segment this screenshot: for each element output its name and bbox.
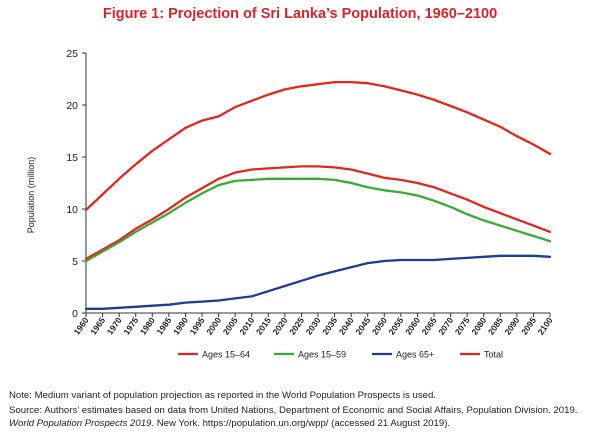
x-tick-label: 2040 (337, 315, 356, 336)
legend-label-4: Total (484, 350, 503, 360)
x-axis-ticks: 1960196519701975198019851990199520002005… (72, 313, 555, 337)
x-tick-label: 2025 (287, 315, 306, 336)
y-tick-label: 20 (66, 100, 78, 112)
x-tick-label: 2100 (536, 315, 555, 336)
note-text: Note: Medium variant of population proje… (9, 390, 436, 401)
y-axis-label: Population (million) (26, 157, 36, 234)
source-suffix: . New York. https://population.un.org/wp… (151, 418, 451, 429)
x-tick-label: 2050 (370, 315, 389, 336)
figure-title: Figure 1: Projection of Sri Lanka’s Popu… (102, 6, 498, 22)
x-tick-label: 1965 (88, 315, 107, 336)
x-tick-label: 2005 (221, 315, 240, 336)
series-lines (84, 80, 552, 310)
x-tick-label: 2065 (420, 315, 439, 336)
x-tick-label: 2060 (403, 315, 422, 336)
x-tick-label: 1985 (154, 315, 173, 336)
x-tick-label: 1970 (105, 315, 124, 336)
x-tick-label: 2010 (237, 315, 256, 336)
y-tick-label: 0 (72, 308, 78, 320)
source-prefix: Source: Authors’ estimates based on data… (9, 405, 578, 416)
source-italic: World Population Prospects 2019 (9, 418, 152, 429)
x-tick-label: 2085 (486, 315, 505, 336)
y-tick-label: 5 (72, 256, 78, 268)
x-tick-label: 2020 (270, 315, 289, 336)
x-tick-label: 2030 (304, 315, 323, 336)
x-tick-label: 2095 (519, 315, 538, 336)
chart-notes: Note: Medium variant of population proje… (9, 389, 599, 432)
legend-label-2: Ages 15–59 (298, 350, 346, 360)
x-tick-label: 2070 (436, 315, 455, 336)
x-tick-label: 2090 (502, 315, 521, 336)
series-line-2 (84, 177, 552, 263)
series-line-3 (84, 254, 552, 310)
chart-axes (85, 53, 550, 314)
y-axis-ticks: 0 5 10 15 20 25 (66, 48, 86, 320)
legend: Ages 15–64 Ages 15–59 Ages 65+ Total (178, 350, 503, 360)
legend-label-3: Ages 65+ (396, 350, 434, 360)
x-tick-label: 1980 (138, 315, 157, 336)
x-tick-label: 2015 (254, 315, 273, 336)
x-tick-label: 2045 (353, 315, 372, 336)
x-tick-label: 1990 (171, 315, 190, 336)
y-tick-label: 15 (66, 152, 78, 164)
source-text: Source: Authors’ estimates based on data… (9, 404, 599, 430)
x-tick-label: 2080 (469, 315, 488, 336)
series-line-1 (84, 165, 552, 261)
x-tick-label: 2000 (204, 315, 223, 336)
legend-label-1: Ages 15–64 (202, 350, 250, 360)
x-tick-label: 1975 (121, 315, 140, 336)
y-tick-label: 10 (66, 204, 78, 216)
x-tick-label: 1995 (188, 315, 207, 336)
series-line-4 (84, 80, 552, 212)
x-tick-label: 2075 (453, 315, 472, 336)
y-tick-label: 25 (66, 48, 78, 60)
x-tick-label: 2055 (386, 315, 405, 336)
x-tick-label: 2035 (320, 315, 339, 336)
